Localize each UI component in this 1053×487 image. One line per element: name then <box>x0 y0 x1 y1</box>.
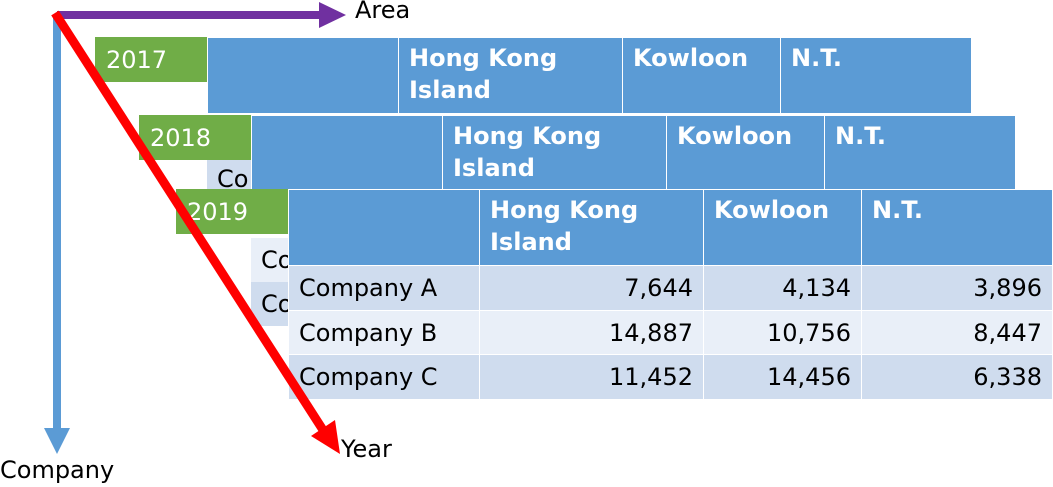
cell-value: 11,452 <box>479 354 704 400</box>
column-header-kowloon: Kowloon <box>703 189 862 266</box>
column-header-nt: N.T. <box>780 37 972 114</box>
area-axis-label: Area <box>355 0 411 24</box>
cell-value: 10,756 <box>703 310 862 355</box>
cell-value: 3,896 <box>861 265 1053 311</box>
cell-value: 7,644 <box>479 265 704 311</box>
table-row-company-a: Company A 7,644 4,134 3,896 <box>288 265 1053 311</box>
row-label: Company B <box>288 310 480 355</box>
column-header-hk-island: Hong Kong Island <box>479 189 704 266</box>
corner-cell <box>251 115 443 192</box>
header-row: Hong Kong Island Kowloon N.T. <box>251 115 1016 192</box>
table-2017: Hong Kong Island Kowloon N.T. <box>207 37 972 114</box>
table-2018: Hong Kong Island Kowloon N.T. <box>251 115 1016 192</box>
row-label: Company A <box>288 265 480 311</box>
table-row-company-c: Company C 11,452 14,456 6,338 <box>288 354 1053 400</box>
year-axis-line <box>51 10 327 433</box>
table-2019: Hong Kong Island Kowloon N.T. Company A … <box>288 189 1053 400</box>
column-header-hk-island: Hong Kong Island <box>442 115 667 192</box>
row-label: Company C <box>288 354 480 400</box>
column-header-kowloon: Kowloon <box>622 37 781 114</box>
cell-value: 6,338 <box>861 354 1053 400</box>
header-row: Hong Kong Island Kowloon N.T. <box>207 37 972 114</box>
company-axis-arrowhead <box>44 428 70 454</box>
column-header-kowloon: Kowloon <box>666 115 825 192</box>
column-header-nt: N.T. <box>861 189 1053 266</box>
company-axis-label: Company <box>0 456 115 484</box>
row-label-partial: Co <box>261 290 293 318</box>
year-axis-arrowhead <box>311 420 340 454</box>
area-axis-arrowhead <box>319 2 346 28</box>
row-label-partial: Co <box>261 246 293 274</box>
year-axis-label: Year <box>341 435 392 463</box>
row-label-partial: Co <box>217 165 249 193</box>
cell-value: 4,134 <box>703 265 862 311</box>
column-header-nt: N.T. <box>824 115 1016 192</box>
cell-value: 8,447 <box>861 310 1053 355</box>
column-header-hk-island: Hong Kong Island <box>398 37 623 114</box>
cell-value: 14,456 <box>703 354 862 400</box>
year-tab-2017: 2017 <box>95 37 207 82</box>
header-row: Hong Kong Island Kowloon N.T. <box>288 189 1053 266</box>
year-tab-2018: 2018 <box>139 115 251 160</box>
